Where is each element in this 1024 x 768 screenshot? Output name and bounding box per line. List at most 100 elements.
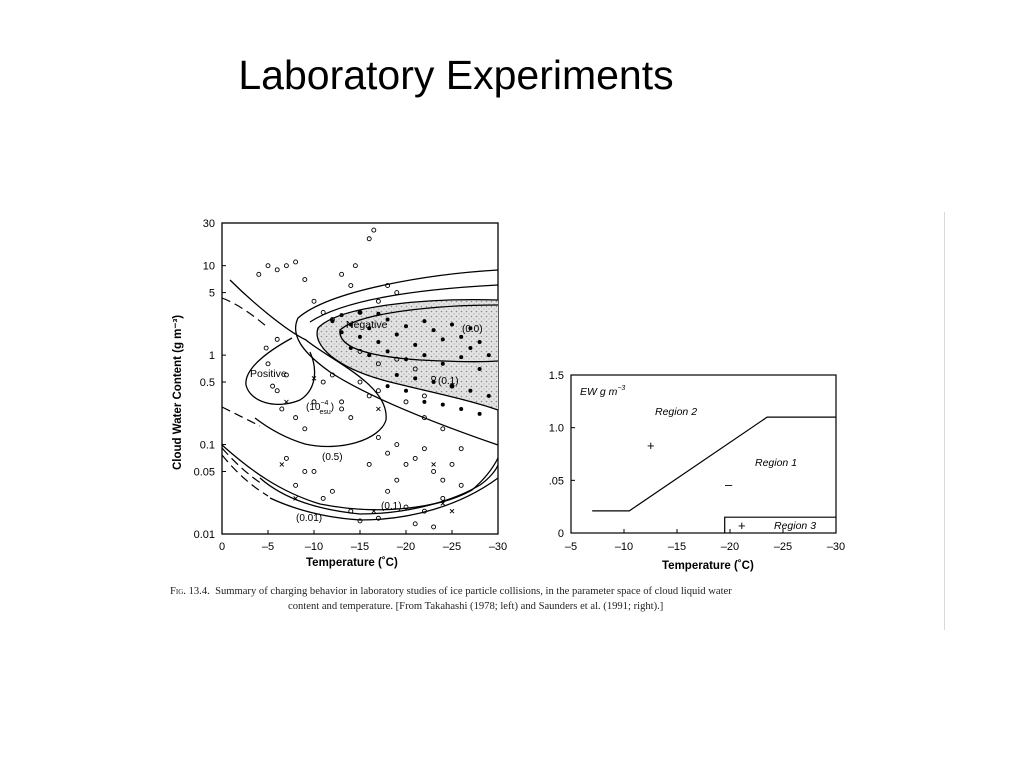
region-1-sign: – [725,477,733,492]
left-x-tick-label: 0 [219,541,225,553]
data-point-open [421,508,427,514]
data-point-open [256,271,262,277]
right-x-tick-label: –5 [565,541,577,553]
left-x-tick-label: –15 [351,541,369,553]
data-point-filled [385,349,390,354]
data-point-open [394,477,400,483]
dashed-contours [221,297,269,497]
data-point-filled [440,361,445,366]
region-3-label: Region 3 [774,520,816,532]
data-point-cross [449,508,455,514]
data-point-cross [311,376,317,381]
contour-lower-inner [259,464,499,515]
data-point-filled [376,340,381,345]
data-point-open [366,393,372,399]
data-point-open [265,263,271,269]
caption-line-2: content and temperature. [From Takahashi… [288,601,664,612]
data-point-filled [404,357,408,362]
dashed-contour-lower-2 [221,454,269,497]
contour-bottom [269,477,499,521]
data-point-open [412,366,418,372]
data-point-open [371,227,377,233]
data-point-cross [376,406,381,412]
data-point-filled [339,330,344,335]
boundary-region-3 [724,516,836,533]
page-edge-line [944,212,945,630]
right-x-ticks: –5 –10 –15 –20 –25 –30 [565,529,845,553]
data-point-filled [486,393,491,398]
data-point-open [421,393,427,399]
left-y-axis-label: Cloud Water Content (g m⁻³) [172,315,184,470]
left-y-tick-label: 0.01 [194,529,215,541]
data-point-open [265,361,271,367]
caption-line-1: Summary of charging behavior in laborato… [215,586,732,597]
data-point-open [352,263,358,269]
data-point-open [412,521,418,527]
data-point-open [394,290,400,296]
data-point-open [440,495,446,501]
right-y-ticks: 0 .05 1.0 1.5 [549,370,575,540]
data-point-open [302,277,308,282]
data-point-open [375,515,381,521]
data-point-filled [385,317,390,322]
data-point-filled [339,313,344,318]
data-point-open [357,518,363,524]
data-point-open [293,415,299,421]
data-point-open [421,415,427,421]
data-point-open [348,508,354,514]
right-x-tick-label: –10 [615,541,633,553]
left-data-points [256,227,491,530]
data-point-open [329,372,335,378]
data-point-filled [422,319,427,324]
data-point-open [293,482,299,488]
data-point-open [274,336,280,342]
data-point-open [375,435,381,440]
left-y-tick-label: 5 [209,288,215,300]
figure-caption: Fig. 13.4. Summary of charging behavior … [170,584,870,614]
right-plot-frame [570,374,837,534]
data-point-open [385,488,391,494]
slide-title: Laboratory Experiments [238,52,674,98]
data-point-open [348,283,354,288]
data-point-filled [450,384,454,389]
data-point-filled [394,332,399,337]
contour-label-zero: (0.0) [462,324,483,335]
right-y-tick-label: .05 [549,475,564,487]
data-point-open [394,356,400,362]
right-x-tick-label: –15 [668,541,686,553]
data-point-filled [459,355,464,360]
right-chart: –5 –10 –15 –20 –25 –30 0 .05 1.0 1.5 Temperature… [549,370,845,572]
region-label-positive: Positive [250,368,287,380]
data-point-open [366,236,372,242]
data-point-open [320,379,326,385]
data-point-open [339,271,345,277]
contour-label-tenth-upper: (0.1) [438,376,459,387]
dashed-contour-upper [221,297,267,327]
contour-lower-outer [221,444,499,511]
data-point-cross [293,496,298,501]
region-1-label: Region 1 [755,457,797,469]
data-point-filled [358,310,362,315]
data-point-open [283,372,289,378]
data-point-open [431,469,437,474]
left-chart: 0 –5 –10 –15 –20 –25 –30 0.010.050.10.5151030 … [172,218,507,569]
data-point-filled [450,322,454,327]
data-point-filled [422,353,427,358]
contours [221,269,499,521]
data-point-cross [440,501,446,506]
data-point-cross [371,508,377,514]
negative-region-shading [317,299,498,410]
data-point-open [263,345,269,351]
data-point-filled [385,384,390,389]
data-point-open [339,399,345,405]
right-x-axis-label: Temperature (˚C) [662,560,754,572]
charge-annotation: (10−4 esu) [306,400,334,416]
data-point-open [394,442,400,448]
data-point-filled [459,406,464,411]
dashed-contour-middle [221,406,261,427]
data-point-open [385,450,391,456]
data-point-open [412,455,418,461]
dashed-contour-lower-1 [221,447,263,485]
region-label-negative: Negative [346,319,388,331]
data-point-open [357,348,363,354]
